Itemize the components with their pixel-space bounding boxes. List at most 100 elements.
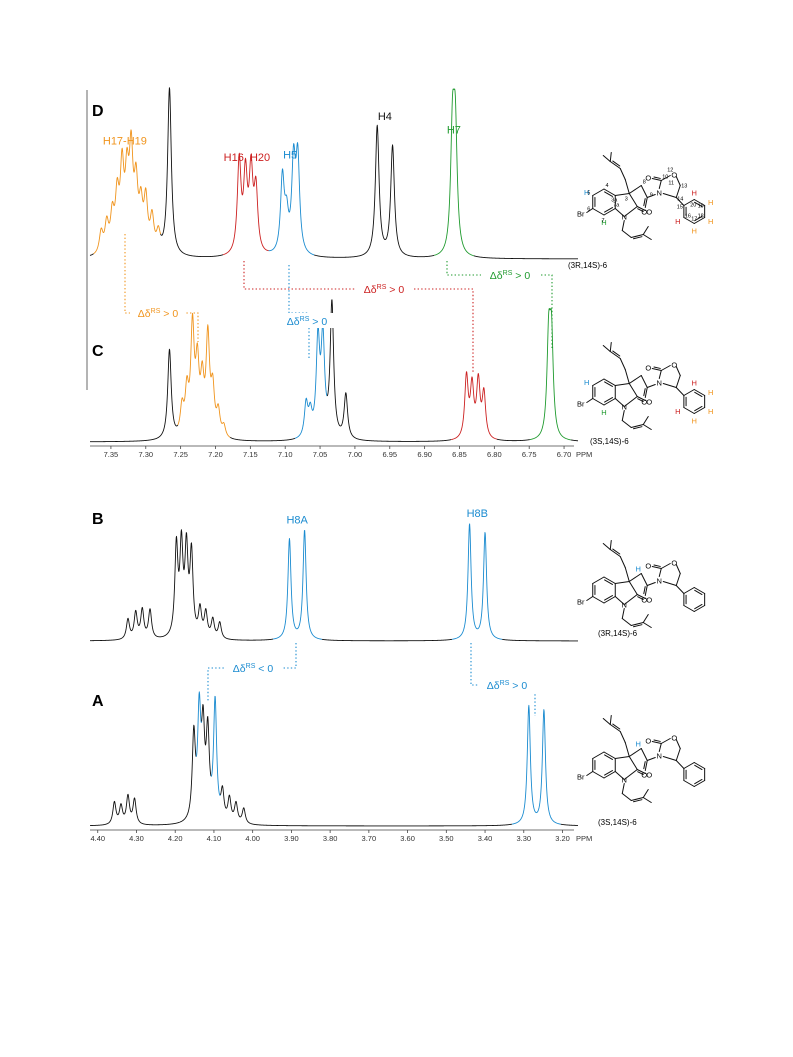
x-tick-label: 6.80 (487, 450, 502, 459)
x-tick-label: 4.10 (207, 834, 222, 843)
x-tick-label: 3.30 (516, 834, 531, 843)
x-tick-label: 6.70 (557, 450, 572, 459)
x-tick-label: 6.90 (417, 450, 432, 459)
delta-label-green: ΔδRS > 0 (490, 270, 531, 282)
atom-number: 19 (698, 204, 704, 210)
atom-number: 3a (611, 198, 618, 204)
hydrogen-h20: H (692, 189, 697, 198)
oxygen-atom: O (671, 361, 677, 370)
spectrum-trace-b-black (321, 638, 453, 642)
spectrum-trace-c-black (570, 439, 579, 442)
hydrogen-h18: H (708, 407, 713, 416)
oxygen-atom: O (646, 398, 652, 407)
peak-label-h8b: H8B (467, 508, 488, 520)
connector-green (446, 261, 553, 348)
panel-letter-d: D (92, 103, 104, 120)
x-axis-unit: PPM (576, 450, 592, 459)
hydrogen-h16: H (675, 217, 680, 226)
atom-number: 13 (681, 184, 687, 190)
hydrogen-h19: H (708, 198, 713, 207)
nitrogen-atom: N (622, 213, 627, 222)
peak-label-h7: H7 (447, 124, 461, 136)
panel-letter-b: B (92, 511, 104, 528)
spectrum-trace-d-black (160, 87, 224, 258)
spectrum-trace-d-black (314, 124, 435, 258)
x-tick-label: 4.00 (245, 834, 260, 843)
spectrum-trace-c-blue (294, 323, 328, 439)
spectrum-trace-b-black (89, 529, 274, 642)
oxygen-atom: O (641, 596, 647, 605)
delta-label-blue-right: ΔδRS > 0 (487, 680, 528, 692)
oxygen-atom: O (641, 208, 647, 217)
spectrum-trace-c-black (496, 438, 530, 442)
x-tick-label: 4.40 (90, 834, 105, 843)
oxygen-atom: O (645, 737, 651, 746)
delta-label-blue-left: ΔδRS < 0 (233, 663, 274, 675)
hydrogen-h17: H (692, 417, 697, 426)
peak-label-h8a: H8A (286, 514, 308, 526)
hydrogen-h17: H (692, 227, 697, 236)
spectrum-trace-a-black (560, 823, 579, 826)
atom-number: 17 (691, 217, 697, 223)
spectrum-trace-c-green (529, 307, 571, 441)
oxygen-atom: O (641, 771, 647, 780)
peak-label-h4: H4 (378, 111, 392, 123)
molecule-label-b: (3R,14S)-6 (598, 629, 638, 638)
hydrogen-h20: H (692, 379, 697, 388)
spectrum-trace-b-blue (273, 530, 323, 640)
atom-number: 10 (662, 175, 668, 181)
oxygen-atom: O (645, 174, 651, 183)
oxygen-atom: O (671, 171, 677, 180)
atom-number: 15 (677, 205, 683, 211)
oxygen-atom: O (645, 562, 651, 571)
oxygen-atom: O (671, 559, 677, 568)
panel-letter-c: C (92, 343, 104, 360)
x-tick-label: 7.05 (313, 450, 328, 459)
bromine-atom: Br (577, 598, 585, 607)
atom-number: 12 (667, 168, 673, 174)
x-tick-label: 3.80 (323, 834, 338, 843)
hydrogen-h7: H (601, 218, 606, 227)
atom-number: 4 (605, 183, 608, 189)
atom-number: 8 (643, 180, 646, 186)
atom-number: 7a (613, 203, 620, 209)
x-tick-label: 7.35 (104, 450, 119, 459)
hydrogen-h19: H (708, 388, 713, 397)
peak-label-h5: H5 (283, 150, 297, 162)
atom-number: 11 (668, 181, 674, 187)
connector-red (243, 261, 474, 374)
spectrum-trace-a-blue (195, 691, 203, 757)
spectrum-trace-a-black (220, 785, 513, 827)
peak-label-h17-h19: H17-H19 (103, 136, 147, 148)
delta-labels: ΔδRS > 0 ΔδRS > 0 ΔδRS > 0 ΔδRS > 0 ΔδRS… (130, 267, 539, 692)
x-tick-label: 3.20 (555, 834, 570, 843)
spectrum-trace-c-black (326, 299, 452, 442)
hydrogen-h8: H (636, 565, 641, 574)
spectrum-trace-c-black (89, 348, 179, 443)
x-tick-label: 7.20 (208, 450, 223, 459)
hydrogen-h5: H (584, 188, 589, 197)
spectrum-trace-a-blue (210, 695, 221, 796)
atom-number: 14 (677, 197, 683, 203)
hydrogen-h8: H (636, 740, 641, 749)
spectrum-trace-b-blue (451, 523, 503, 640)
x-tick-label: 3.40 (478, 834, 493, 843)
spectrum-trace-d-blue (268, 142, 315, 256)
x-tick-label: 7.10 (278, 450, 293, 459)
spectrum-trace-d-red (222, 152, 269, 256)
axes: 7.35 7.30 7.25 7.20 7.15 7.10 7.05 7.00 6.95 6.90… (90, 445, 592, 843)
hydrogen-h7: H (601, 408, 606, 417)
spectra-traces (89, 87, 579, 827)
spectrum-trace-d-green (434, 88, 475, 257)
x-tick-label: 4.30 (129, 834, 144, 843)
spectrum-trace-c-black (229, 436, 296, 442)
nitrogen-atom: N (622, 601, 627, 610)
spectrum-trace-c-red (451, 371, 498, 441)
delta-connectors (124, 234, 553, 716)
bromine-atom: Br (577, 773, 585, 782)
nitrogen-atom: N (657, 577, 662, 586)
oxygen-atom: O (646, 771, 652, 780)
